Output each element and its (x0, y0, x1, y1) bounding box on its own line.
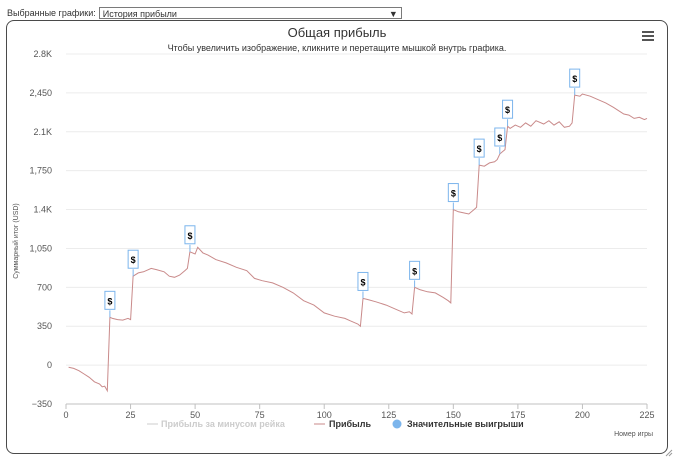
x-tick-label: 200 (575, 410, 590, 420)
y-tick-label: 1,050 (29, 243, 52, 253)
win-flag-label: $ (412, 266, 417, 276)
plot-area (68, 93, 648, 393)
y-tick-label: 1,750 (29, 166, 52, 176)
x-axis-label: Номер игры (614, 431, 653, 438)
win-flag-label: $ (187, 231, 192, 241)
win-flag: $ (502, 99, 514, 127)
win-flag: $ (569, 68, 581, 96)
chart-selector-dropdown[interactable]: История прибыли ▼ (98, 7, 402, 19)
chart-panel[interactable]: Общая прибыль Чтобы увеличить изображени… (6, 20, 668, 454)
win-flag-box (409, 260, 421, 280)
win-flag-box (104, 290, 116, 310)
y-axis-label: Суммарный итог (USD) (12, 203, 20, 279)
legend-label: Прибыль за минусом рейка (161, 419, 286, 429)
chart-gridlines (66, 53, 647, 405)
win-flags: $ $ $ $ $ $ $ $ $ $ (104, 68, 581, 318)
chart-legend: Прибыль за минусом рейка Прибыль Значитель… (147, 419, 524, 429)
legend-item-significant-wins: Значительные выигрыши (392, 419, 524, 429)
win-flag-label: $ (497, 133, 502, 143)
x-tick-label: 100 (317, 410, 332, 420)
win-flag-label: $ (107, 296, 112, 306)
y-tick-label: 2,450 (29, 88, 52, 98)
chart-subtitle: Чтобы увеличить изображение, кликните и … (168, 43, 507, 53)
win-flag: $ (473, 138, 485, 166)
win-flag-box (473, 138, 485, 158)
x-tick-label: 125 (381, 410, 396, 420)
chart-selector-value: История прибыли (102, 9, 177, 19)
win-flag: $ (357, 271, 369, 299)
legend-item-net-profit: Прибыль за минусом рейка (147, 419, 286, 429)
win-flag-box (127, 249, 139, 269)
y-tick-label: 2.1K (33, 127, 52, 137)
profit-chart[interactable]: Общая прибыль Чтобы увеличить изображени… (7, 21, 667, 453)
win-flag-label: $ (505, 105, 510, 115)
win-flag-box (357, 271, 369, 291)
y-tick-label: 1.4K (33, 205, 52, 215)
win-flag-box (502, 99, 514, 119)
x-tick-label: 25 (126, 410, 136, 420)
y-tick-label: 2.8K (33, 49, 52, 59)
legend-label: Прибыль (329, 419, 371, 429)
legend-dot-icon (392, 419, 402, 429)
win-flag-box (447, 183, 459, 203)
win-flag-box (569, 68, 581, 88)
x-tick-label: 150 (446, 410, 461, 420)
win-flag: $ (494, 127, 506, 154)
win-flag-label: $ (360, 277, 365, 287)
y-tick-label: 350 (37, 321, 52, 331)
x-tick-label: 175 (510, 410, 525, 420)
y-tick-label: 700 (37, 282, 52, 292)
menu-icon[interactable] (642, 31, 654, 41)
win-flag-box (494, 127, 506, 147)
chevron-down-icon: ▼ (388, 9, 398, 19)
profit-line (68, 93, 648, 393)
x-tick-label: 50 (190, 410, 200, 420)
win-flag: $ (127, 249, 139, 277)
x-tick-label: 225 (639, 410, 654, 420)
x-tick-label: 0 (63, 410, 68, 420)
win-flag: $ (184, 225, 196, 252)
y-axis-ticks: −350 0 350 700 1,050 1.4K 1,750 2.1K 2,450 2.8K (29, 49, 52, 409)
chart-selector-bar: Выбранные графики: История прибыли ▼ (7, 6, 402, 20)
chart-title: Общая прибыль (288, 25, 387, 40)
chart-selector-label: Выбранные графики: (7, 8, 96, 18)
legend-label: Значительные выигрыши (407, 419, 524, 429)
win-flag-label: $ (477, 144, 482, 154)
y-tick-label: −350 (32, 399, 52, 409)
win-flag-box (184, 225, 196, 245)
win-flag: $ (409, 260, 421, 288)
win-flag-label: $ (572, 74, 577, 84)
win-flag-label: $ (451, 189, 456, 199)
legend-item-profit: Прибыль (314, 419, 371, 429)
win-flag: $ (447, 183, 459, 210)
resize-grip-icon[interactable] (665, 449, 673, 457)
win-flag-label: $ (131, 255, 136, 265)
x-axis-ticks: 0 25 50 75 100 125 150 175 200 225 (63, 404, 655, 420)
y-tick-label: 0 (47, 360, 52, 370)
x-tick-label: 75 (255, 410, 265, 420)
win-flag: $ (104, 290, 116, 318)
